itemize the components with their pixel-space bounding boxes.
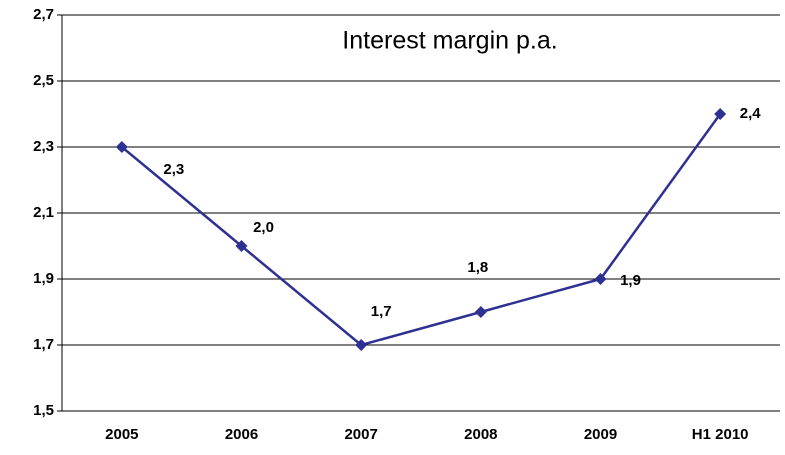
y-tick-label: 2,3 — [33, 138, 54, 155]
x-tick-label: 2006 — [225, 426, 258, 443]
marker — [115, 141, 128, 153]
marker — [235, 240, 248, 252]
y-tick-label: 2,1 — [33, 204, 54, 221]
y-tick-label: 1,5 — [33, 402, 54, 419]
data-label: 2,3 — [163, 161, 184, 178]
data-label: 1,8 — [467, 259, 488, 276]
x-tick-label: 2007 — [344, 426, 377, 443]
chart-title: Interest margin p.a. — [342, 27, 557, 55]
x-tick-label: 2005 — [105, 426, 138, 443]
y-tick-label: 2,7 — [33, 6, 54, 23]
marker — [355, 339, 368, 351]
y-tick-label: 1,7 — [33, 336, 54, 353]
x-tick-label: 2009 — [584, 426, 617, 443]
data-label: 2,4 — [740, 105, 762, 122]
data-label: 1,9 — [620, 272, 641, 289]
marker — [714, 108, 727, 120]
marker — [474, 306, 487, 318]
data-label: 2,0 — [253, 219, 274, 236]
y-tick-label: 1,9 — [33, 270, 54, 287]
y-tick-label: 2,5 — [33, 72, 54, 89]
x-tick-label: 2008 — [464, 426, 497, 443]
data-label: 1,7 — [371, 303, 392, 320]
x-tick-label: H1 2010 — [692, 426, 749, 443]
marker — [594, 273, 607, 285]
line — [121, 113, 722, 347]
